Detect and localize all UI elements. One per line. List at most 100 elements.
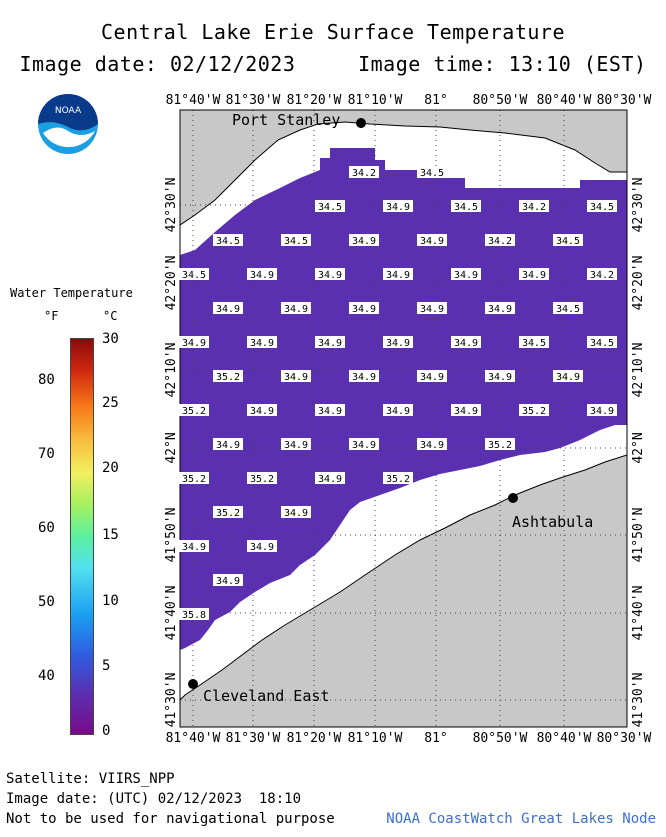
lat-label-right: 41°30'N xyxy=(631,673,646,728)
temperature-value: 34.9 xyxy=(318,338,342,349)
lat-label-right: 42°20'N xyxy=(631,256,646,311)
temperature-label-box xyxy=(281,234,311,246)
temperature-label-box xyxy=(383,336,413,348)
noaa-logo: NOAA xyxy=(38,94,98,154)
temperature-label-box xyxy=(281,506,311,518)
lat-label-right: 41°50'N xyxy=(631,508,646,563)
lat-label-right: 42°10'N xyxy=(631,343,646,398)
temperature-value: 35.2 xyxy=(216,372,240,383)
image-time: Image time: 13:10 (EST) xyxy=(358,52,647,76)
temperature-label-box xyxy=(519,336,549,348)
legend-title: Water Temperature xyxy=(10,286,133,300)
port-stanley-marker xyxy=(356,118,366,128)
credit: NOAA CoastWatch Great Lakes Node xyxy=(386,811,656,827)
temperature-label-box xyxy=(587,200,617,212)
lon-label: 80°50'W xyxy=(473,93,528,108)
temperature-value: 34.9 xyxy=(352,236,376,247)
temperature-value: 34.9 xyxy=(454,406,478,417)
lon-label-bottom: 80°50'W xyxy=(473,731,528,746)
lon-label-bottom: 81°40'W xyxy=(166,731,221,746)
temperature-value: 34.9 xyxy=(250,542,274,553)
temperature-label-box xyxy=(553,302,583,314)
south-shore-land xyxy=(180,454,627,727)
temperature-label-box xyxy=(315,200,345,212)
temperature-value: 34.2 xyxy=(590,270,614,281)
temperature-value: 35.2 xyxy=(522,406,546,417)
temperature-value: 34.9 xyxy=(420,304,444,315)
temperature-value: 34.9 xyxy=(284,304,308,315)
temperature-value: 35.8 xyxy=(182,610,206,621)
temperature-value: 34.2 xyxy=(352,168,376,179)
temperature-label-box xyxy=(213,302,243,314)
temperature-label-box xyxy=(451,268,481,280)
temperature-label-box xyxy=(553,234,583,246)
satellite-name: Satellite: VIIRS_NPP xyxy=(6,771,175,787)
image-datetime: Image date: 02/12/2023 Image time: 13:10… xyxy=(0,52,666,76)
temperature-value: 34.9 xyxy=(488,304,512,315)
cleveland-east-label: Cleveland East xyxy=(203,687,329,705)
temperature-label-box xyxy=(213,438,243,450)
temperature-value: 34.9 xyxy=(386,202,410,213)
c-tick: 30 xyxy=(102,331,119,347)
temperature-value: 34.5 xyxy=(454,202,478,213)
temperature-value: 34.5 xyxy=(284,236,308,247)
temperature-label-box xyxy=(349,438,379,450)
temperature-label-box xyxy=(179,336,209,348)
temperature-value: 34.9 xyxy=(250,270,274,281)
lon-label: 81°10'W xyxy=(348,93,403,108)
temperature-value: 34.9 xyxy=(590,406,614,417)
temperature-label-box xyxy=(247,336,277,348)
temperature-value: 35.2 xyxy=(250,474,274,485)
lat-label-right: 42°N xyxy=(631,432,646,463)
temperature-label-box xyxy=(315,268,345,280)
temperature-label-box xyxy=(519,404,549,416)
temperature-label-box xyxy=(383,268,413,280)
c-tick: 0 xyxy=(102,723,111,739)
cleveland-east-marker xyxy=(188,679,198,689)
temperature-label-box xyxy=(417,166,447,178)
f-tick: 70 xyxy=(38,446,55,462)
temperature-label-box xyxy=(451,336,481,348)
temperature-label-box xyxy=(179,608,209,620)
lon-label: 80°30'W xyxy=(597,93,652,108)
temperature-value: 34.9 xyxy=(352,304,376,315)
lat-label-right: 42°30'N xyxy=(631,178,646,233)
temperature-label-box xyxy=(383,200,413,212)
temperature-value: 34.9 xyxy=(216,576,240,587)
temperature-label-box xyxy=(213,370,243,382)
temperature-label-box xyxy=(213,234,243,246)
lat-label-left: 42°N xyxy=(164,432,179,463)
temperature-value: 34.5 xyxy=(590,338,614,349)
lat-label-left: 41°40'N xyxy=(164,586,179,641)
temperature-label-box xyxy=(485,234,515,246)
lon-label-bottom: 80°30'W xyxy=(597,731,652,746)
temperature-labels: 34.2 34.5 34.5 34.9 34.5 34.2 34.5 34.5 34.5 34.9… xyxy=(179,166,617,621)
temperature-label-box xyxy=(417,438,447,450)
temperature-value: 34.9 xyxy=(352,372,376,383)
logo-text: NOAA xyxy=(55,106,82,116)
temperature-label-box xyxy=(553,370,583,382)
temperature-value: 34.9 xyxy=(318,474,342,485)
unit-fahrenheit: °F xyxy=(44,309,59,323)
temperature-value: 35.2 xyxy=(182,474,206,485)
temperature-label-box xyxy=(315,472,345,484)
f-tick: 80 xyxy=(38,372,55,388)
north-shore-land xyxy=(180,110,627,226)
temperature-value: 35.2 xyxy=(182,406,206,417)
temperature-label-box xyxy=(179,540,209,552)
temperature-value: 34.9 xyxy=(386,338,410,349)
temperature-label-box xyxy=(281,370,311,382)
temperature-label-box xyxy=(417,370,447,382)
temperature-label-box xyxy=(349,234,379,246)
temperature-value: 34.5 xyxy=(556,236,580,247)
temperature-value: 34.5 xyxy=(318,202,342,213)
f-tick: 60 xyxy=(38,520,55,536)
c-tick: 25 xyxy=(102,395,119,411)
temperature-value: 34.9 xyxy=(386,406,410,417)
temperature-label-box xyxy=(247,540,277,552)
temperature-label-box xyxy=(213,574,243,586)
temperature-label-box xyxy=(179,404,209,416)
temperature-label-box xyxy=(485,302,515,314)
temperature-label-box xyxy=(383,404,413,416)
temperature-label-box xyxy=(417,234,447,246)
